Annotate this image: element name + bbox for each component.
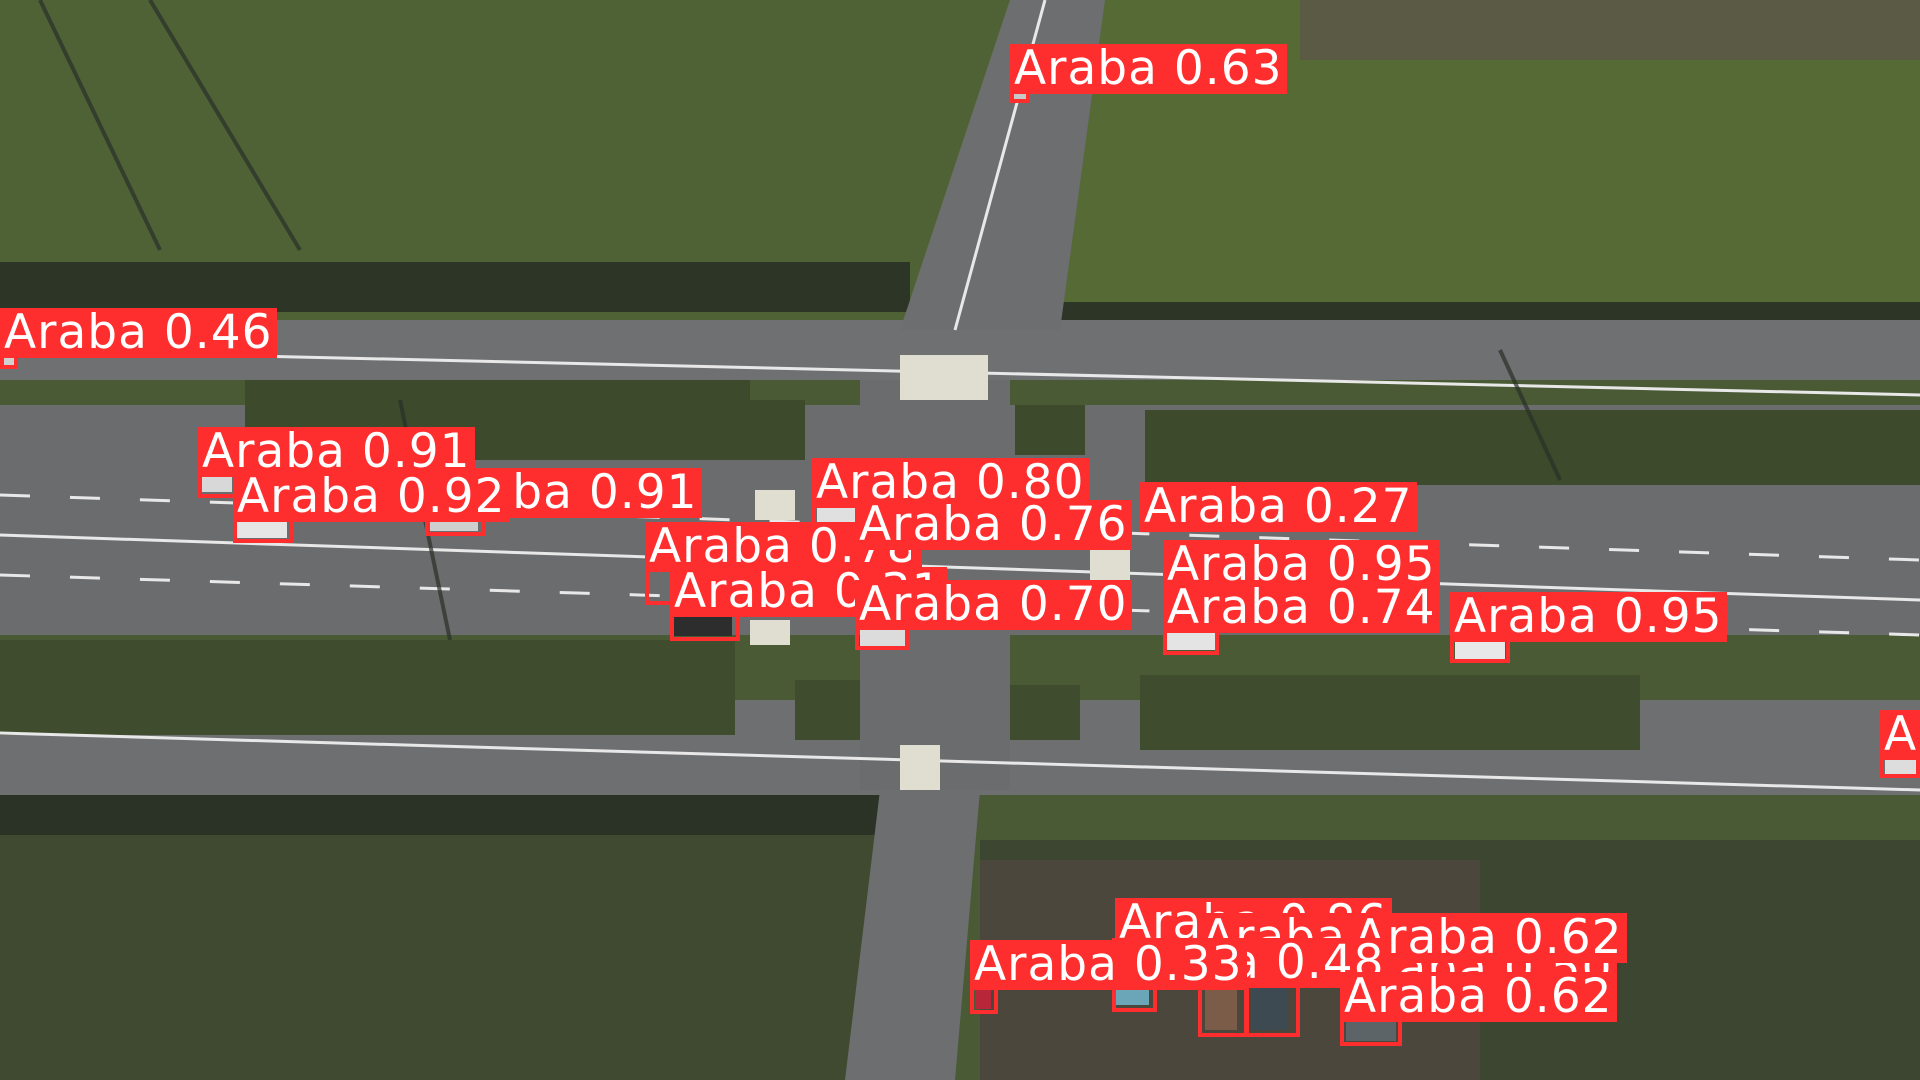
crossing-road-south <box>845 790 980 1080</box>
median-top-left <box>245 380 750 460</box>
median-bottom-left <box>0 640 735 735</box>
median-bottom-right <box>1140 675 1640 750</box>
dirt-lot <box>980 860 1480 1080</box>
plowed-field-top-right <box>1300 0 1920 60</box>
